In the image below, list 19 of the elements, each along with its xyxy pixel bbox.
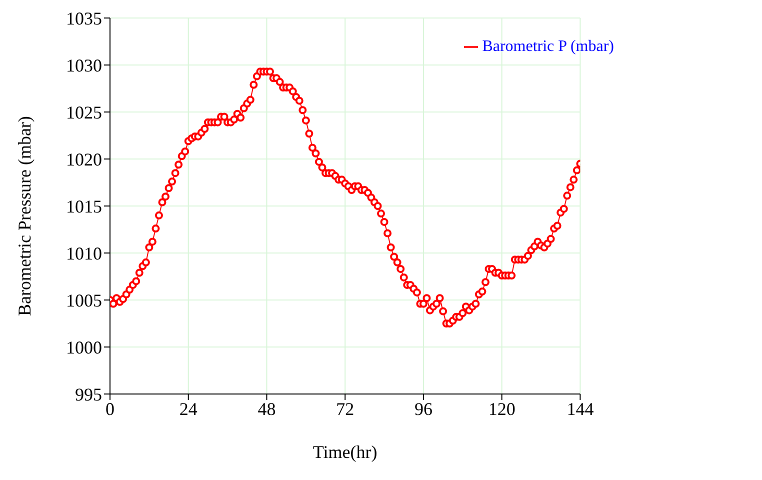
x-axis-title: Time(hr) [312,442,378,462]
y-tick-label: 1000 [66,337,102,358]
y-tick-label: 1010 [66,243,102,264]
x-tick-label: 0 [106,398,114,419]
y-tick-label: 1030 [66,55,102,76]
x-tick-label: 120 [488,398,516,419]
legend-label: Barometric P (mbar) [482,38,614,55]
x-tick-label: 24 [179,398,198,419]
x-tick-label: 144 [566,398,594,419]
y-tick-label: 1015 [66,196,102,216]
y-tick-label: 1020 [66,149,102,170]
y-tick-label: 1005 [66,290,102,310]
x-tick-label: 96 [414,398,432,419]
x-tick-label: 72 [336,398,354,419]
y-tick-label: 995 [75,384,102,404]
x-tick-label: 48 [258,398,276,419]
y-tick-label: 1035 [66,8,102,28]
y-tick-label: 1025 [66,102,102,122]
y-axis-title: Barometric Pressure (mbar) [14,116,34,316]
